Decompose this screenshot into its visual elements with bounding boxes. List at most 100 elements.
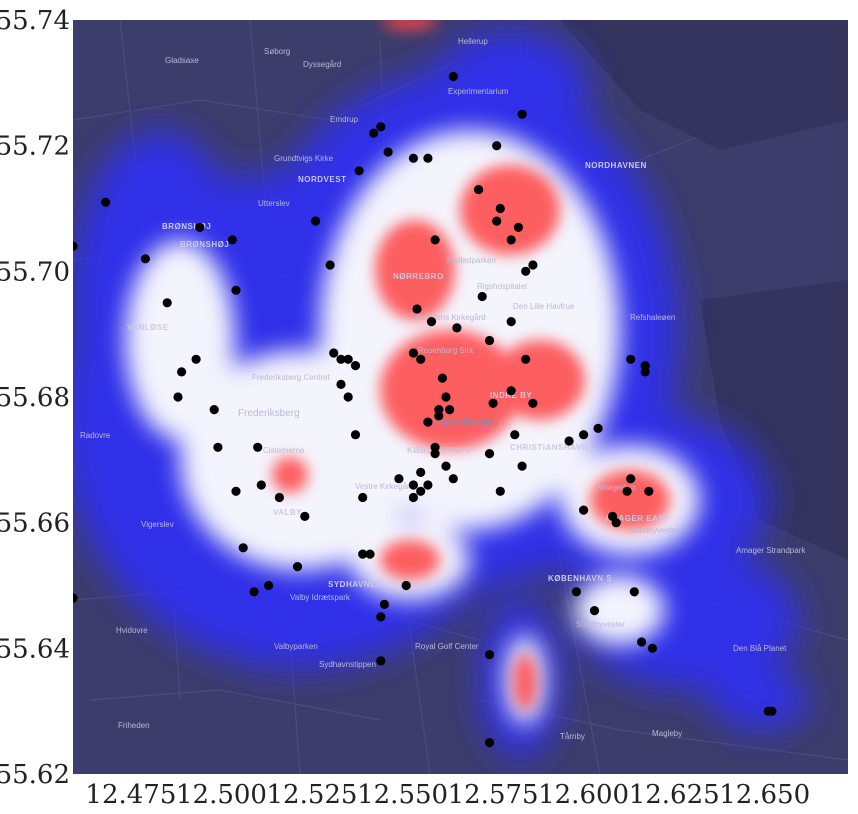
y-tick-label: 55.68 <box>0 383 70 413</box>
scatter-point <box>274 492 284 503</box>
map-label: Hvidovre <box>116 626 148 635</box>
x-tick-label: 12.500 <box>176 780 267 810</box>
scatter-point <box>376 122 386 132</box>
scatter-point <box>622 486 632 496</box>
map-labels: Hellerup Experimentarium Søborg Gladsaxe… <box>80 37 806 741</box>
scatter-point <box>506 317 516 327</box>
scatter-point <box>477 291 487 302</box>
scatter-point <box>358 492 368 503</box>
scatter-point <box>517 109 527 119</box>
scatter-point <box>416 354 426 364</box>
map-label: Sydhavnstippen <box>319 660 376 669</box>
scatter-point <box>401 580 411 591</box>
scatter-point <box>350 430 361 440</box>
scatter-point <box>325 260 335 270</box>
map-label: Vigerslev <box>141 520 174 529</box>
scatter-point <box>343 392 353 402</box>
x-tick-label: 12.625 <box>629 780 720 810</box>
y-tick-label: 55.64 <box>0 634 70 664</box>
map-label: Experimentarium <box>448 87 509 96</box>
map-label: Sundbyvester <box>630 526 679 535</box>
scatter-point <box>492 141 502 151</box>
map-label: Friheden <box>118 721 150 730</box>
scatter-point <box>495 203 505 214</box>
map-label: Fælledparken <box>447 256 496 265</box>
scatter-point <box>506 235 516 245</box>
map-label: Refshaleøen <box>630 313 675 322</box>
scatter-point <box>336 379 346 389</box>
scatter-point <box>426 317 437 327</box>
scatter-point <box>231 285 241 295</box>
scatter-point <box>611 518 621 528</box>
scatter-point <box>430 235 440 245</box>
scatter-point <box>626 474 636 484</box>
y-tick-label: 55.70 <box>0 257 70 287</box>
scatter-point <box>448 71 458 82</box>
scatter-point <box>644 486 654 496</box>
scatter-point <box>430 442 440 452</box>
scatter-point <box>73 241 78 251</box>
y-tick-label: 55.72 <box>0 132 70 162</box>
map-label: Cisternerne <box>263 446 305 455</box>
map-label: KØBENHAVN S <box>548 574 612 583</box>
scatter-point <box>510 430 520 440</box>
scatter-point <box>434 405 444 415</box>
map-label: VALBY <box>273 508 302 517</box>
scatter-point <box>484 335 495 346</box>
map-label: NØRREBRO <box>393 272 444 281</box>
scatter-point <box>528 398 538 408</box>
scatter-point <box>358 549 368 559</box>
scatter-point <box>256 480 266 490</box>
scatter-point <box>423 417 433 427</box>
scatter-point <box>336 354 346 364</box>
scatter-point <box>264 580 274 591</box>
scatter-point <box>213 442 223 452</box>
map-label: BRØNSHØJ <box>180 240 229 249</box>
scatter-point <box>350 361 361 371</box>
map-label: Rigshospitalet <box>477 282 528 291</box>
scatter-point <box>517 461 527 471</box>
scatter-point <box>452 323 462 333</box>
map-label: Vestre Kirkegård <box>355 482 414 491</box>
scatter-point <box>521 354 531 364</box>
scatter-point <box>300 511 310 521</box>
x-tick-label: 12.525 <box>267 780 358 810</box>
scatter-point <box>445 405 455 415</box>
scatter-point <box>441 392 451 402</box>
map-label: Den Lille Havfrue <box>513 302 575 311</box>
scatter-point <box>571 587 582 597</box>
scatter-point <box>162 298 172 308</box>
scatter-point <box>195 222 205 232</box>
map-label: Frederiksberg Centret <box>252 373 331 382</box>
scatter-point <box>173 392 183 402</box>
map-label: Søborg <box>264 47 290 56</box>
scatter-point <box>484 449 495 459</box>
scatter-point <box>513 222 524 232</box>
scatter-point <box>593 423 603 433</box>
scatter-point <box>484 650 495 660</box>
x-tick-label: 12.475 <box>85 780 176 810</box>
scatter-point <box>177 367 187 377</box>
map-label: INDRE BY <box>490 391 532 400</box>
scatter-point <box>292 562 303 572</box>
scatter-point <box>408 480 418 490</box>
scatter-point <box>629 587 639 597</box>
map-water <box>560 20 848 560</box>
map-label: Assistens Kirkegård <box>415 313 486 322</box>
x-tick-label: 12.650 <box>719 780 810 810</box>
scatter-point <box>637 637 647 647</box>
scatter-point <box>488 398 498 408</box>
x-tick-label: 12.600 <box>538 780 629 810</box>
scatter-point <box>343 354 353 364</box>
scatter-point <box>492 216 502 226</box>
scatter-point <box>579 505 589 515</box>
scatter-point <box>437 373 447 383</box>
scatter-point <box>423 153 433 163</box>
scatter-point <box>379 599 389 610</box>
scatter-point <box>408 348 418 358</box>
scatter-point <box>647 643 658 653</box>
scatter-point <box>412 304 422 314</box>
map-label: Radovre <box>80 431 111 440</box>
scatter-point <box>448 474 458 484</box>
